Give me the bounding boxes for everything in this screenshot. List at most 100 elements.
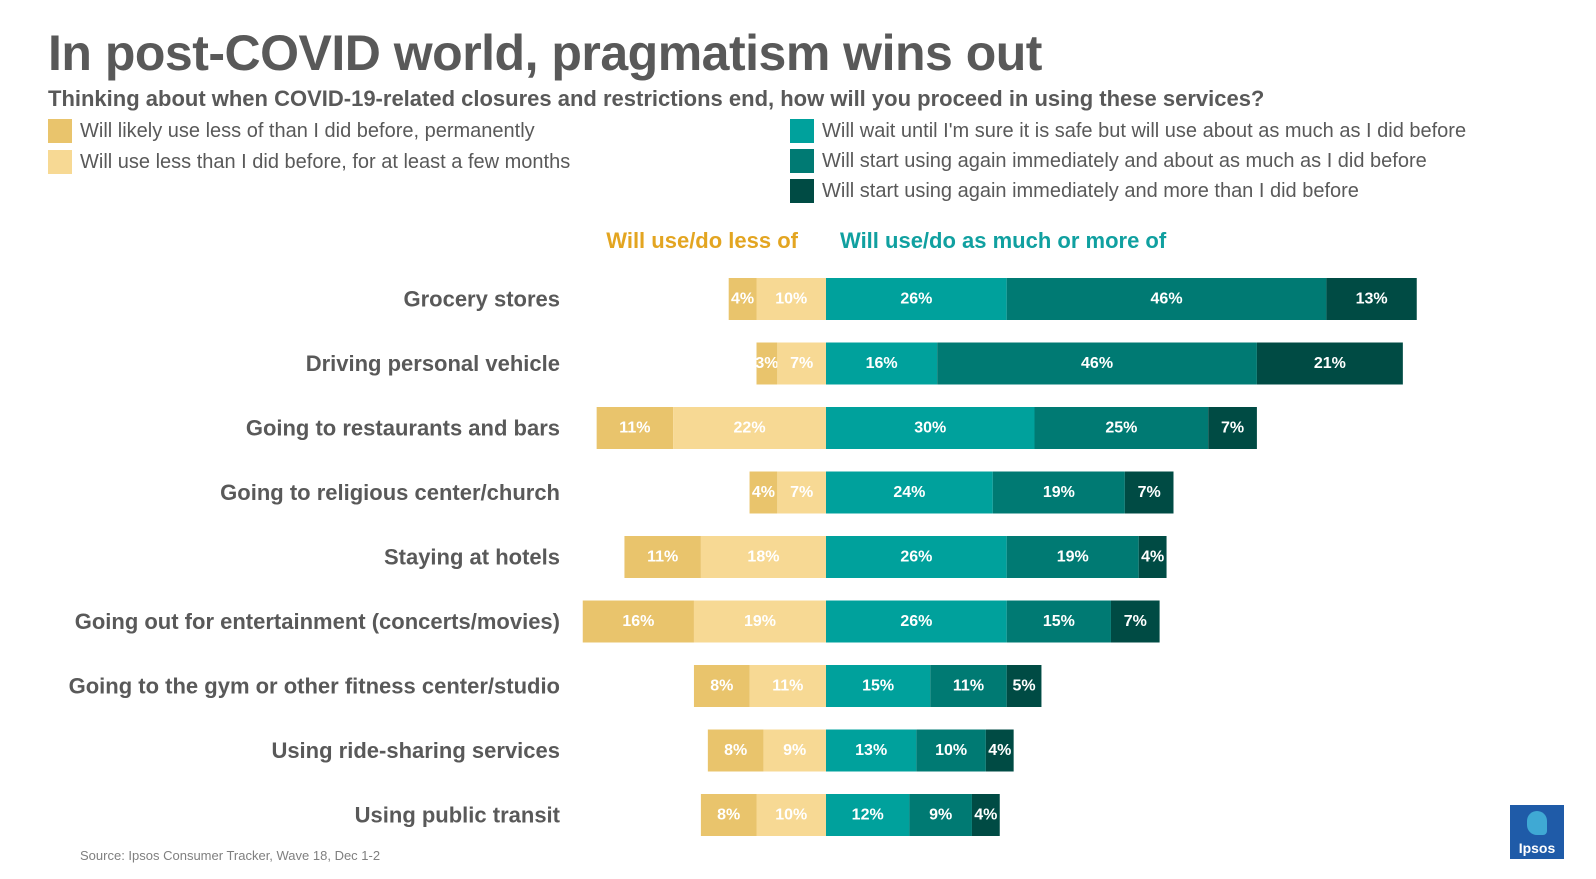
- bar-label-driving-personal-vehicle-series-1: 7%: [790, 355, 813, 372]
- bar-grocery-stores-series-3: [1006, 278, 1327, 320]
- category-label-going-to-religious-center-church: Going to religious center/church: [220, 480, 560, 505]
- category-label-going-out-for-entertainment-concerts-movies: Going out for entertainment (concerts/mo…: [75, 609, 560, 634]
- bar-label-going-to-religious-center-church-series-1: 7%: [790, 484, 813, 501]
- bar-going-to-restaurants-and-bars-series-2: [826, 407, 1035, 449]
- bar-going-to-religious-center-church-series-1: [777, 471, 826, 514]
- bar-grocery-stores-series-4: [1326, 278, 1417, 320]
- bar-label-going-to-restaurants-and-bars-series-0: 11%: [619, 420, 650, 437]
- bar-label-using-public-transit-series-3: 9%: [929, 807, 952, 824]
- bar-driving-personal-vehicle-series-4: [1256, 342, 1403, 385]
- bar-label-grocery-stores-series-4: 13%: [1356, 291, 1388, 308]
- ipsos-logo: Ipsos: [1510, 805, 1564, 859]
- category-label-using-ride-sharing-services: Using ride-sharing services: [271, 738, 560, 763]
- bar-label-grocery-stores-series-1: 10%: [775, 291, 807, 308]
- bar-using-ride-sharing-services-series-2: [826, 729, 917, 772]
- legend-swatch-wait-safe: [790, 119, 814, 143]
- bar-label-driving-personal-vehicle-series-3: 46%: [1081, 355, 1113, 372]
- bar-staying-at-hotels-series-3: [1006, 536, 1139, 578]
- legend-swatch-immediately-more: [790, 179, 814, 203]
- bar-using-ride-sharing-services-series-0: [707, 729, 764, 772]
- legend-item-less-months: Will use less than I did before, for at …: [48, 149, 570, 175]
- bar-label-grocery-stores-series-0: 4%: [731, 291, 754, 308]
- bar-going-to-the-gym-or-other-fitness-center-studio-series-1: [749, 665, 826, 707]
- legend-label-less-permanent: Will likely use less of than I did befor…: [80, 119, 535, 142]
- chart-title: In post-COVID world, pragmatism wins out: [48, 25, 1042, 81]
- bar-going-to-restaurants-and-bars-series-0: [596, 407, 674, 449]
- bar-label-grocery-stores-series-3: 46%: [1151, 291, 1183, 308]
- bar-label-going-to-religious-center-church-series-0: 4%: [752, 484, 775, 501]
- bar-label-staying-at-hotels-series-4: 4%: [1141, 549, 1164, 566]
- bar-staying-at-hotels-series-4: [1138, 536, 1167, 578]
- bar-driving-personal-vehicle-series-2: [826, 342, 938, 385]
- bar-label-going-to-restaurants-and-bars-series-3: 25%: [1105, 420, 1137, 437]
- bar-going-to-religious-center-church-series-2: [826, 471, 993, 514]
- bar-going-to-the-gym-or-other-fitness-center-studio-series-2: [826, 665, 931, 707]
- bar-label-using-ride-sharing-services-series-2: 13%: [855, 742, 887, 759]
- bar-label-going-out-for-entertainment-concerts-movies-series-1: 19%: [744, 613, 776, 630]
- legend-item-less-permanent: Will likely use less of than I did befor…: [48, 118, 535, 144]
- bar-label-using-ride-sharing-services-series-0: 8%: [724, 742, 747, 759]
- legend-label-wait-safe: Will wait until I'm sure it is safe but …: [822, 119, 1467, 142]
- bar-going-to-restaurants-and-bars-series-3: [1034, 407, 1209, 449]
- bar-going-to-restaurants-and-bars-series-1: [673, 407, 826, 449]
- legend-item-immediately-more: Will start using again immediately and m…: [790, 178, 1359, 204]
- legend-swatch-immediately-same: [790, 149, 814, 173]
- bar-going-to-the-gym-or-other-fitness-center-studio-series-0: [693, 665, 750, 707]
- bar-label-going-out-for-entertainment-concerts-movies-series-3: 15%: [1043, 613, 1075, 630]
- logo-mark-icon: [1527, 811, 1547, 835]
- bar-label-driving-personal-vehicle-series-2: 16%: [866, 355, 898, 372]
- legend-swatch-less-permanent: [48, 119, 72, 143]
- bar-label-going-to-restaurants-and-bars-series-4: 7%: [1221, 420, 1244, 437]
- bar-label-using-ride-sharing-services-series-3: 10%: [935, 742, 967, 759]
- bar-going-out-for-entertainment-concerts-movies-series-3: [1006, 600, 1111, 643]
- bar-label-staying-at-hotels-series-2: 26%: [900, 549, 932, 566]
- bar-using-public-transit-series-0: [700, 794, 757, 836]
- bar-using-ride-sharing-services-series-4: [985, 729, 1014, 772]
- bar-label-driving-personal-vehicle-series-4: 21%: [1314, 355, 1346, 372]
- bar-label-going-to-the-gym-or-other-fitness-center-studio-series-3: 11%: [953, 678, 984, 695]
- logo-text: Ipsos: [1518, 840, 1556, 856]
- header-use-more: Will use/do as much or more of: [840, 228, 1167, 253]
- category-label-driving-personal-vehicle: Driving personal vehicle: [306, 351, 560, 376]
- bar-going-out-for-entertainment-concerts-movies-series-0: [582, 600, 694, 643]
- bar-staying-at-hotels-series-1: [700, 536, 826, 578]
- bar-label-going-to-the-gym-or-other-fitness-center-studio-series-0: 8%: [710, 678, 733, 695]
- bar-going-out-for-entertainment-concerts-movies-series-1: [693, 600, 826, 643]
- bar-label-staying-at-hotels-series-0: 11%: [647, 549, 678, 566]
- bar-label-going-to-the-gym-or-other-fitness-center-studio-series-2: 15%: [862, 678, 894, 695]
- category-label-going-to-the-gym-or-other-fitness-center-studio: Going to the gym or other fitness center…: [69, 674, 560, 699]
- bar-label-using-ride-sharing-services-series-1: 9%: [783, 742, 806, 759]
- source-note: Source: Ipsos Consumer Tracker, Wave 18,…: [80, 848, 381, 863]
- bar-going-out-for-entertainment-concerts-movies-series-4: [1110, 600, 1160, 643]
- legend-swatch-less-months: [48, 150, 72, 174]
- legend-label-less-months: Will use less than I did before, for at …: [80, 150, 571, 173]
- bar-going-to-religious-center-church-series-3: [992, 471, 1125, 514]
- bar-using-ride-sharing-services-series-3: [916, 729, 986, 772]
- bar-label-using-public-transit-series-0: 8%: [717, 807, 740, 824]
- category-label-grocery-stores: Grocery stores: [403, 287, 560, 312]
- category-label-going-to-restaurants-and-bars: Going to restaurants and bars: [246, 416, 560, 441]
- bar-using-ride-sharing-services-series-1: [763, 729, 826, 772]
- bar-label-driving-personal-vehicle-series-0: 3%: [755, 355, 778, 372]
- bar-going-to-religious-center-church-series-0: [749, 471, 778, 514]
- bar-grocery-stores-series-2: [826, 278, 1007, 320]
- bar-label-staying-at-hotels-series-1: 18%: [747, 549, 779, 566]
- bar-label-going-out-for-entertainment-concerts-movies-series-4: 7%: [1124, 613, 1147, 630]
- bar-label-going-to-restaurants-and-bars-series-2: 30%: [914, 420, 946, 437]
- bar-staying-at-hotels-series-2: [826, 536, 1007, 578]
- bar-label-going-out-for-entertainment-concerts-movies-series-0: 16%: [622, 613, 654, 630]
- bar-grocery-stores-series-1: [756, 278, 826, 320]
- bar-label-grocery-stores-series-2: 26%: [900, 291, 932, 308]
- bar-label-using-public-transit-series-2: 12%: [852, 807, 884, 824]
- bar-grocery-stores-series-0: [728, 278, 757, 320]
- legend-label-immediately-same: Will start using again immediately and a…: [822, 149, 1427, 172]
- bar-using-public-transit-series-4: [971, 794, 1000, 836]
- bar-label-going-to-religious-center-church-series-2: 24%: [893, 484, 925, 501]
- bar-driving-personal-vehicle-series-3: [937, 342, 1257, 385]
- bar-using-public-transit-series-2: [826, 794, 910, 836]
- bar-using-public-transit-series-3: [909, 794, 972, 836]
- bar-label-using-public-transit-series-4: 4%: [974, 807, 997, 824]
- legend-item-immediately-same: Will start using again immediately and a…: [790, 148, 1427, 174]
- bar-going-to-restaurants-and-bars-series-4: [1208, 407, 1257, 449]
